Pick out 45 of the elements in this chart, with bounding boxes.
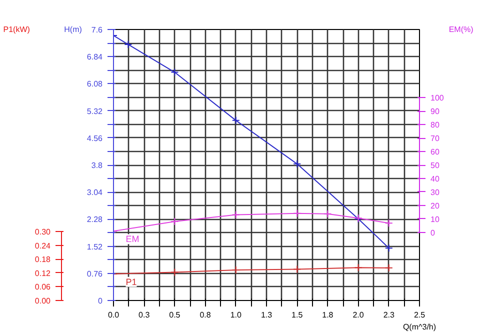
y2-tick-label: 0.18: [34, 255, 52, 264]
x-tick-label: 0.5: [169, 310, 181, 320]
y2-tick-label: 0.00: [34, 296, 52, 306]
y-tick-label: 3.04: [86, 188, 104, 198]
y-tick-label: 3.8: [91, 161, 104, 170]
y3-tick-label: 50: [430, 161, 440, 170]
y2-tick-label: 0.30: [34, 228, 52, 237]
y-tick-label: 2.28: [86, 215, 104, 224]
x-tick-label: 1.3: [260, 310, 273, 320]
y3-tick-label: 40: [430, 174, 440, 184]
y3-tick-label: 30: [430, 188, 440, 197]
y-tick-label: 4.56: [86, 134, 104, 143]
x-tick-label: 1.5: [292, 310, 304, 320]
y2-tick-label: 0.06: [34, 282, 52, 292]
y-tick-label: 0.76: [86, 269, 104, 278]
y-tick-label: 5.32: [86, 106, 104, 116]
y3-tick-label: 20: [430, 201, 440, 210]
y-axis-title: H(m): [64, 25, 82, 34]
y3-tick-label: 100: [430, 94, 444, 103]
y-tick-label: 0: [98, 296, 104, 306]
series-label: EM: [126, 234, 140, 244]
y3-tick-label: 10: [430, 214, 440, 224]
x-tick-label: 1.0: [230, 310, 242, 320]
y3-tick-label: 90: [430, 107, 440, 116]
x-tick-label: 0.0: [108, 310, 120, 320]
x-tick-label: 1.8: [322, 310, 334, 320]
y3-tick-label: 70: [430, 134, 440, 144]
y-tick-label: 7.6: [91, 26, 104, 34]
x-tick-label: 0.3: [138, 310, 150, 320]
y-tick-label: 1.52: [86, 242, 104, 252]
y2-tick-label: 0.24: [34, 241, 52, 250]
y2-tick-label: 0.12: [34, 268, 52, 278]
y3-tick-label: 0: [430, 228, 436, 238]
x-tick-label: 0.8: [200, 310, 212, 320]
x-axis-title: Q(m^3/h): [402, 322, 436, 332]
y-tick-label: 6.08: [86, 80, 104, 89]
y-tick-label: 6.84: [86, 52, 104, 62]
y2-axis-title: P1(kW): [3, 25, 30, 34]
x-tick-label: 2.3: [383, 310, 396, 320]
y3-axis-title: EM(%): [448, 25, 474, 34]
x-tick-label: 2.0: [352, 310, 364, 320]
x-tick-label: 2.5: [414, 310, 426, 320]
series-label: P1: [126, 276, 137, 287]
y3-tick-label: 60: [430, 148, 440, 157]
y3-tick-label: 80: [430, 120, 440, 130]
